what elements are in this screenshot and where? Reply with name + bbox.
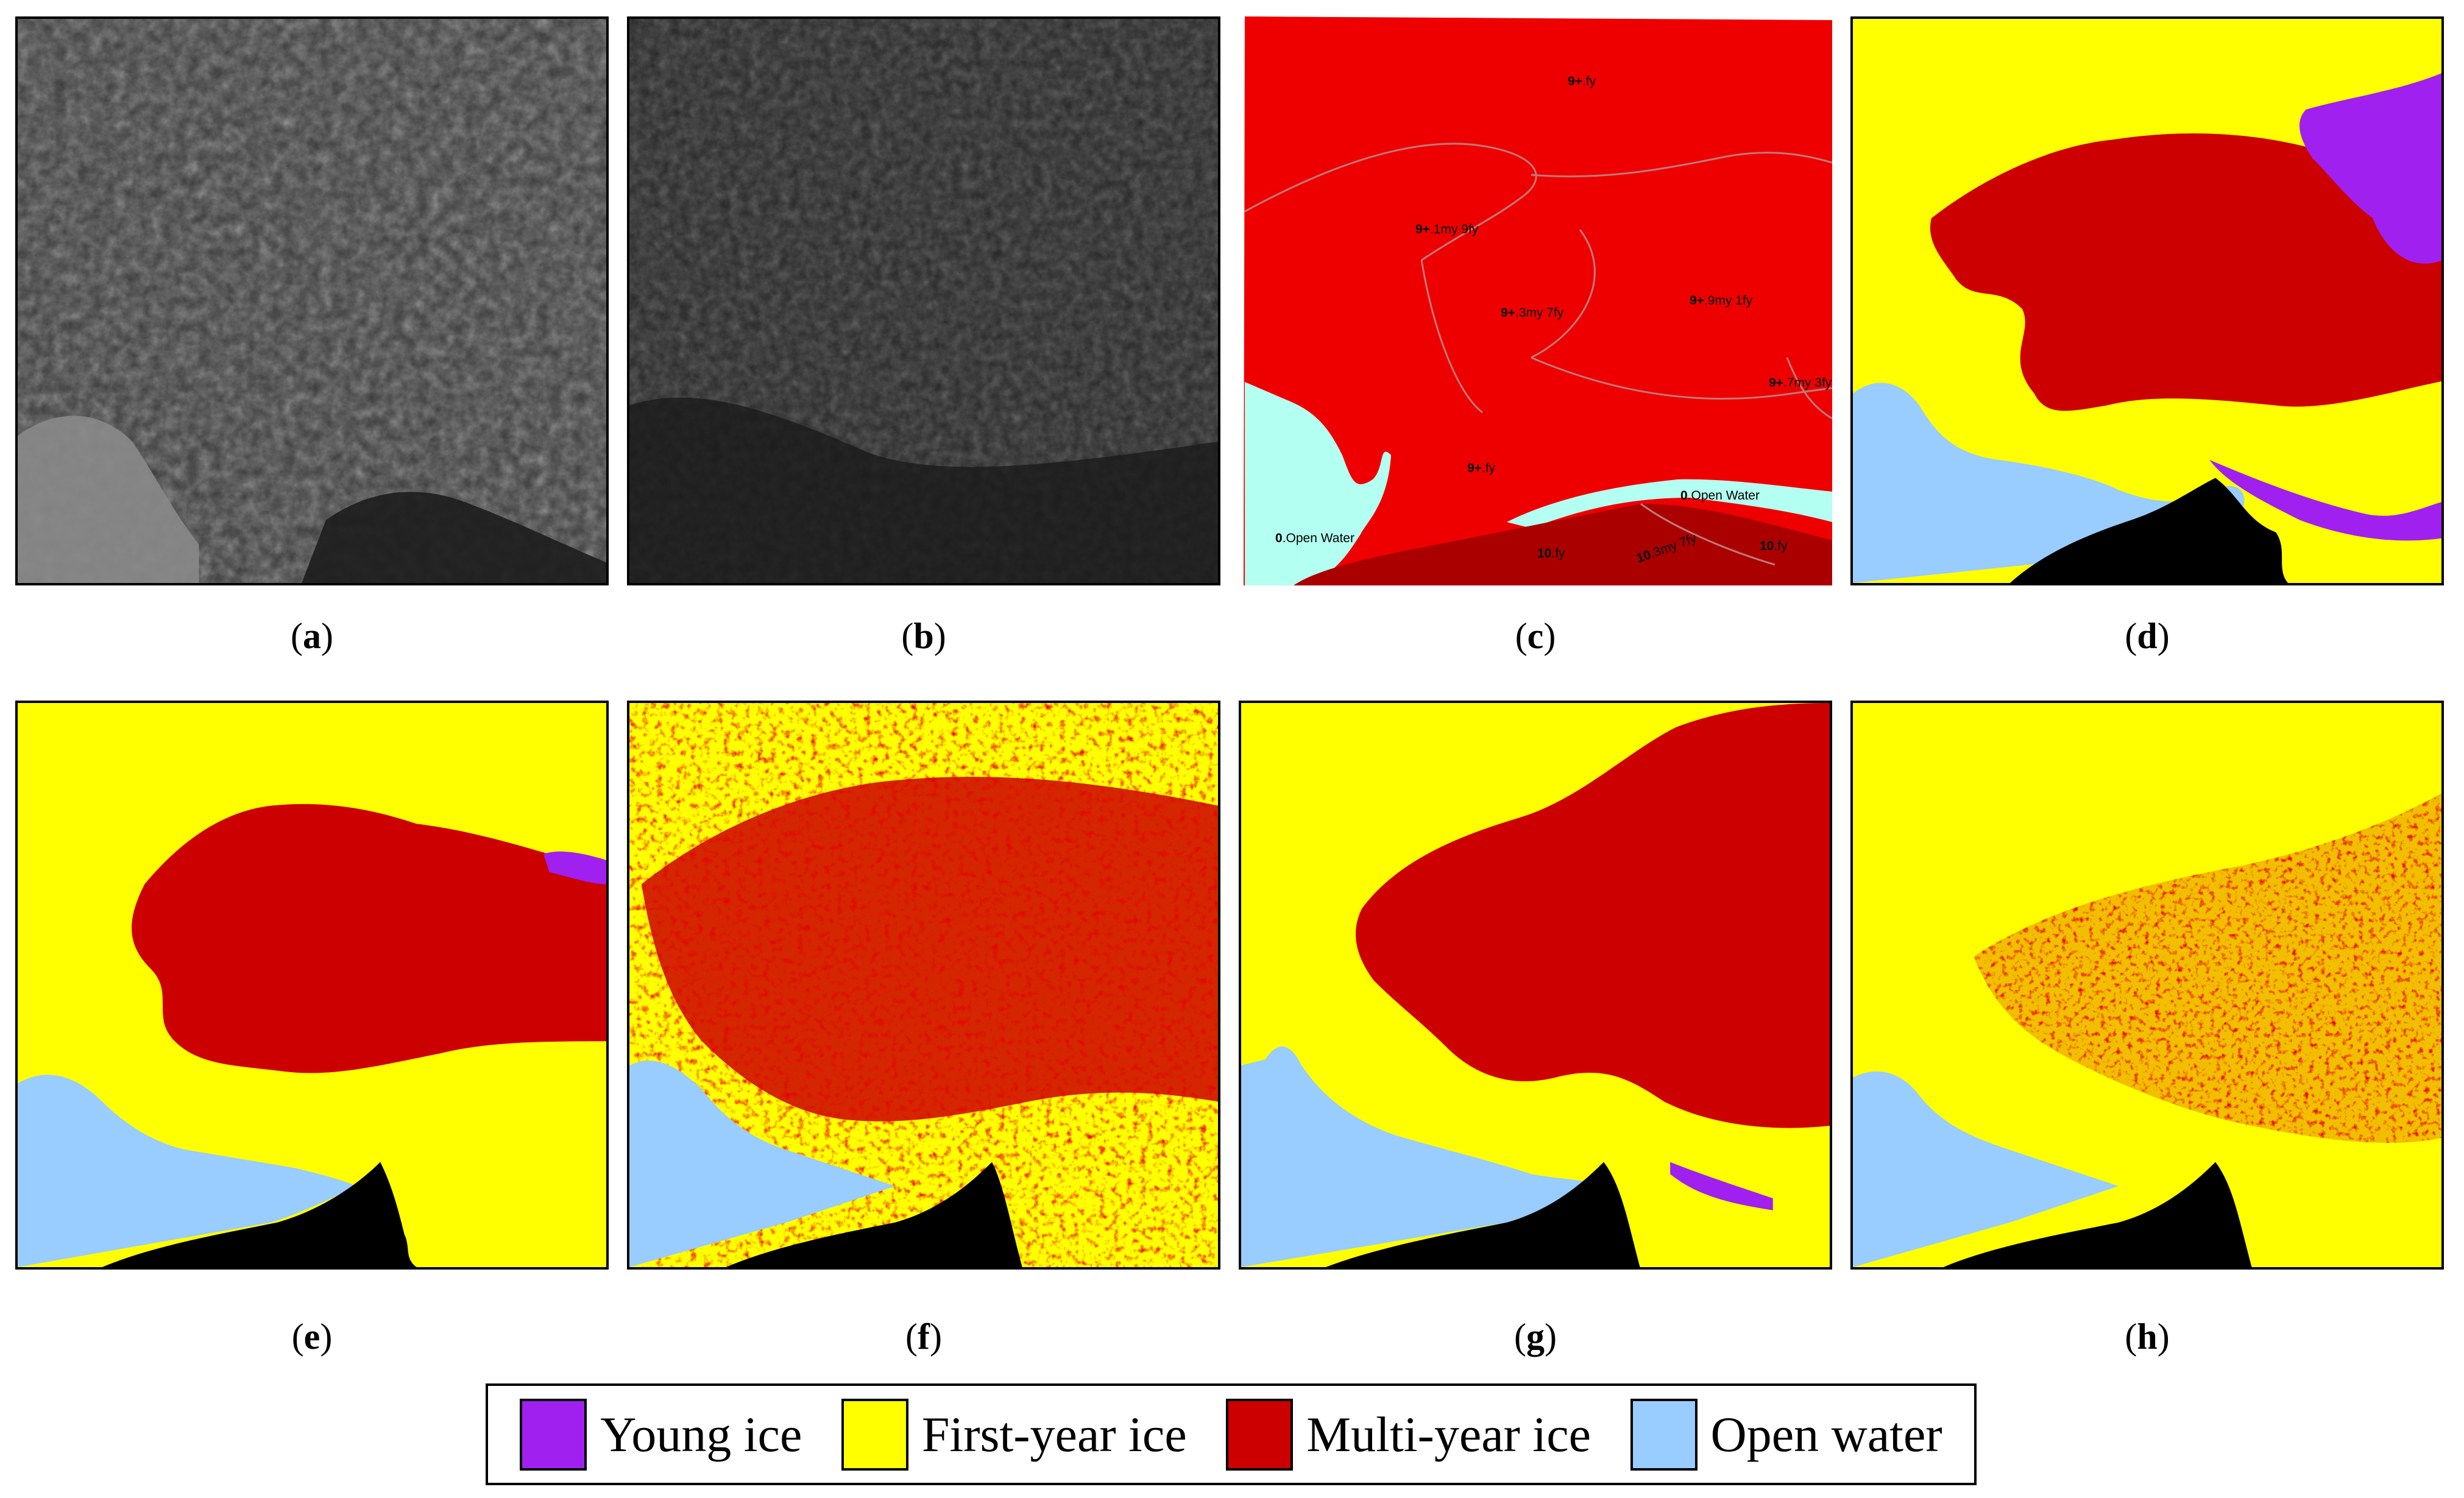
legend-item-first-year-ice: First-year ice <box>841 1398 1187 1471</box>
legend-item-young-ice: Young ice <box>520 1398 802 1471</box>
panel-c-ice-chart: 9+.fy 9+.1my 9fy 9+.3my 7fy 9+.9my 1fy 9… <box>1239 16 1832 585</box>
panel-h-classification <box>1850 701 2444 1270</box>
sar-image-hv <box>629 19 1218 583</box>
legend-swatch <box>520 1398 587 1471</box>
legend-item-open-water: Open water <box>1630 1398 1942 1471</box>
legend-label: Young ice <box>600 1406 802 1462</box>
caption-g: (g) <box>1514 1316 1557 1357</box>
ice-chart-label: 9+.3my 7fy <box>1501 306 1564 320</box>
classification-map-h <box>1853 703 2441 1267</box>
panel-f-classification <box>627 701 1220 1270</box>
caption-f: (f) <box>905 1316 942 1357</box>
legend-item-multi-year-ice: Multi-year ice <box>1226 1398 1591 1471</box>
classification-map-f <box>629 703 1218 1267</box>
legend: Young ice First-year ice Multi-year ice … <box>486 1383 1977 1485</box>
legend-label: First-year ice <box>921 1406 1187 1462</box>
ice-chart-label: 9+.fy <box>1467 461 1496 475</box>
ice-chart-label: 0.Open Water <box>1275 531 1354 545</box>
classification-map-g <box>1241 703 1830 1267</box>
caption-e: (e) <box>291 1316 333 1357</box>
ice-chart-label: 9+.7my 3fy <box>1769 376 1832 390</box>
ice-chart-open-water-south <box>1507 479 1832 528</box>
panel-g-classification <box>1239 701 1832 1270</box>
panel-a-sar-hh <box>15 16 609 585</box>
ice-chart-label: 0.Open Water <box>1680 489 1760 503</box>
panel-d-classification <box>1850 16 2444 585</box>
ice-chart-label: 9+.fy <box>1568 74 1596 88</box>
caption-b: (b) <box>901 616 946 656</box>
classification-map-d <box>1853 19 2441 583</box>
legend-label: Multi-year ice <box>1306 1406 1591 1462</box>
ice-chart-map <box>1239 16 1832 585</box>
legend-swatch <box>1630 1398 1698 1471</box>
caption-d: (d) <box>2125 616 2170 656</box>
ice-chart-label: 9+.9my 1fy <box>1690 294 1753 308</box>
panel-e-classification <box>15 701 609 1270</box>
ice-chart-label: 10.fy <box>1537 546 1565 560</box>
ice-chart-label: 9+.1my 9fy <box>1415 222 1479 236</box>
legend-swatch <box>841 1398 908 1471</box>
panel-b-sar-hv <box>627 16 1220 585</box>
classification-map-e <box>18 703 606 1267</box>
ice-chart-open-water-west <box>1245 382 1391 585</box>
caption-c: (c) <box>1515 616 1556 656</box>
caption-a: (a) <box>291 616 333 656</box>
ice-chart-label: 10.fy <box>1760 539 1788 553</box>
ice-chart-land-fast <box>1294 504 1832 585</box>
legend-swatch <box>1226 1398 1294 1471</box>
sar-image-hh <box>18 19 606 583</box>
legend-label: Open water <box>1710 1406 1942 1462</box>
caption-h: (h) <box>2125 1316 2170 1357</box>
ice-chart-region-main <box>1244 16 1832 585</box>
